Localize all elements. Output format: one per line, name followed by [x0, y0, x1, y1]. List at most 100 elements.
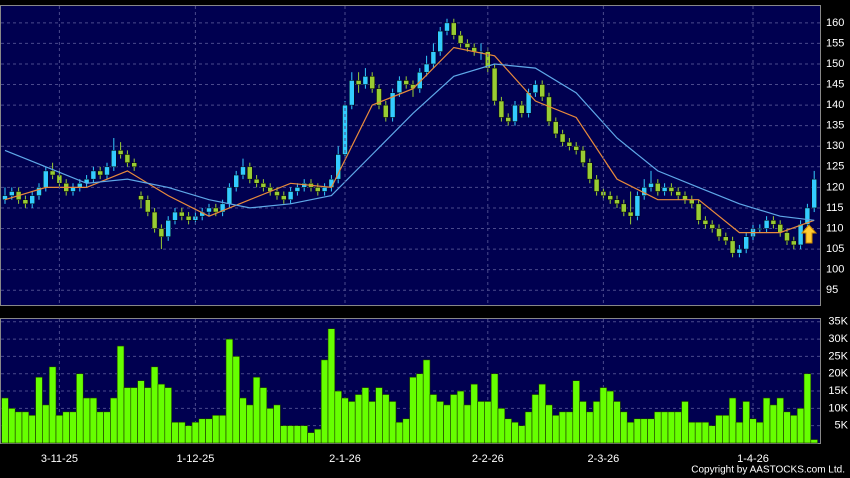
volume-bar: [504, 418, 512, 444]
y-tick-label: 25K: [828, 350, 848, 362]
candle-body: [206, 207, 212, 213]
volume-bar: [48, 366, 57, 444]
candle-body: [362, 76, 369, 85]
candle-body: [532, 84, 539, 94]
volume-bar: [218, 414, 227, 444]
moving-average-line: [4, 46, 815, 234]
volume-bar: [314, 428, 322, 444]
candle-body: [9, 191, 15, 196]
candle-body: [634, 195, 641, 217]
volume-bar: [796, 408, 805, 444]
volume-bar: [327, 328, 336, 444]
y-tick-label: 120: [826, 181, 844, 193]
volume-bar: [35, 376, 43, 444]
candle-body: [464, 43, 471, 48]
candle-body: [294, 187, 301, 192]
candle-body: [131, 162, 137, 168]
volume-bar: [89, 397, 98, 444]
volume-bar: [769, 404, 778, 444]
candle-body: [668, 187, 675, 192]
volume-bar: [21, 411, 30, 444]
candle-body: [376, 88, 382, 106]
candle-body: [43, 170, 49, 188]
volume-bar: [660, 411, 669, 444]
y-tick-label: 135: [826, 120, 844, 132]
candle-body: [335, 154, 341, 180]
volume-bar: [803, 373, 812, 444]
volume-bar: [14, 411, 23, 444]
volume-bar: [103, 411, 111, 444]
volume-bar: [348, 401, 356, 444]
volume-bar: [626, 421, 635, 444]
volume-bar: [212, 414, 220, 444]
y-tick-label: 30K: [828, 333, 848, 345]
volume-bar: [225, 338, 234, 444]
volume-bar: [395, 421, 404, 444]
volume-bar: [28, 414, 36, 444]
candle-body: [709, 224, 715, 229]
volume-bar: [341, 397, 349, 444]
volume-bar: [368, 401, 376, 444]
volume-bar: [150, 366, 159, 444]
volume-bar: [110, 397, 118, 444]
volume-bar: [130, 387, 138, 444]
candle-body: [607, 195, 613, 200]
candle-body: [185, 215, 192, 221]
volume-bar: [477, 401, 485, 444]
candle-body: [430, 51, 437, 65]
volume-bar: [613, 401, 621, 444]
candle-body: [117, 150, 124, 155]
volume-bar: [518, 425, 526, 444]
volume-bar: [599, 387, 608, 444]
candle-body: [49, 170, 56, 176]
candle-body: [614, 199, 620, 205]
candle-body: [729, 240, 736, 254]
volume-bar: [572, 380, 580, 444]
candle-body: [274, 191, 280, 196]
volume-bar: [55, 414, 64, 444]
volume-bar: [497, 408, 506, 444]
volume-bar: [157, 383, 166, 444]
candle-body: [36, 187, 42, 196]
y-tick-label: 110: [826, 222, 844, 234]
volume-bar: [191, 421, 200, 444]
candle-body: [587, 162, 593, 180]
candle-body: [723, 236, 729, 242]
y-tick-label: 20K: [828, 368, 848, 380]
candle-body: [321, 187, 328, 192]
candle-body: [804, 207, 811, 225]
candle-body: [559, 133, 566, 143]
candle-body: [151, 211, 158, 229]
volume-bar: [586, 411, 594, 444]
candle-body: [682, 195, 688, 200]
candle-body: [451, 22, 457, 36]
volume-bar: [436, 401, 444, 444]
candle-body: [444, 22, 450, 32]
candle-body: [158, 228, 165, 237]
candle-body: [716, 228, 722, 237]
candle-body: [315, 187, 321, 192]
candle-body: [104, 166, 110, 176]
candle-body: [689, 199, 695, 205]
candle-body: [791, 240, 797, 246]
y-tick-label: 100: [826, 264, 844, 276]
volume-bar: [490, 373, 499, 444]
volume-bar: [402, 418, 410, 444]
candle-body: [566, 141, 573, 147]
x-tick-label: 2-1-26: [329, 453, 361, 465]
candle-body: [498, 100, 505, 118]
candle-body: [97, 170, 103, 176]
volume-bar: [178, 421, 186, 444]
candle-body: [573, 145, 579, 151]
volume-bar: [252, 376, 261, 444]
signal-arrow: [800, 224, 818, 244]
candle-body: [29, 195, 35, 205]
plot-layer: 95 100 105 110 115 120 125 130 135 140 145 150 155 16…: [1, 6, 849, 465]
volume-bar: [76, 373, 84, 444]
candle-body: [124, 154, 131, 163]
volume-bar: [701, 421, 710, 444]
x-tick-label: 2-3-26: [588, 453, 620, 465]
candle-body: [138, 195, 144, 200]
